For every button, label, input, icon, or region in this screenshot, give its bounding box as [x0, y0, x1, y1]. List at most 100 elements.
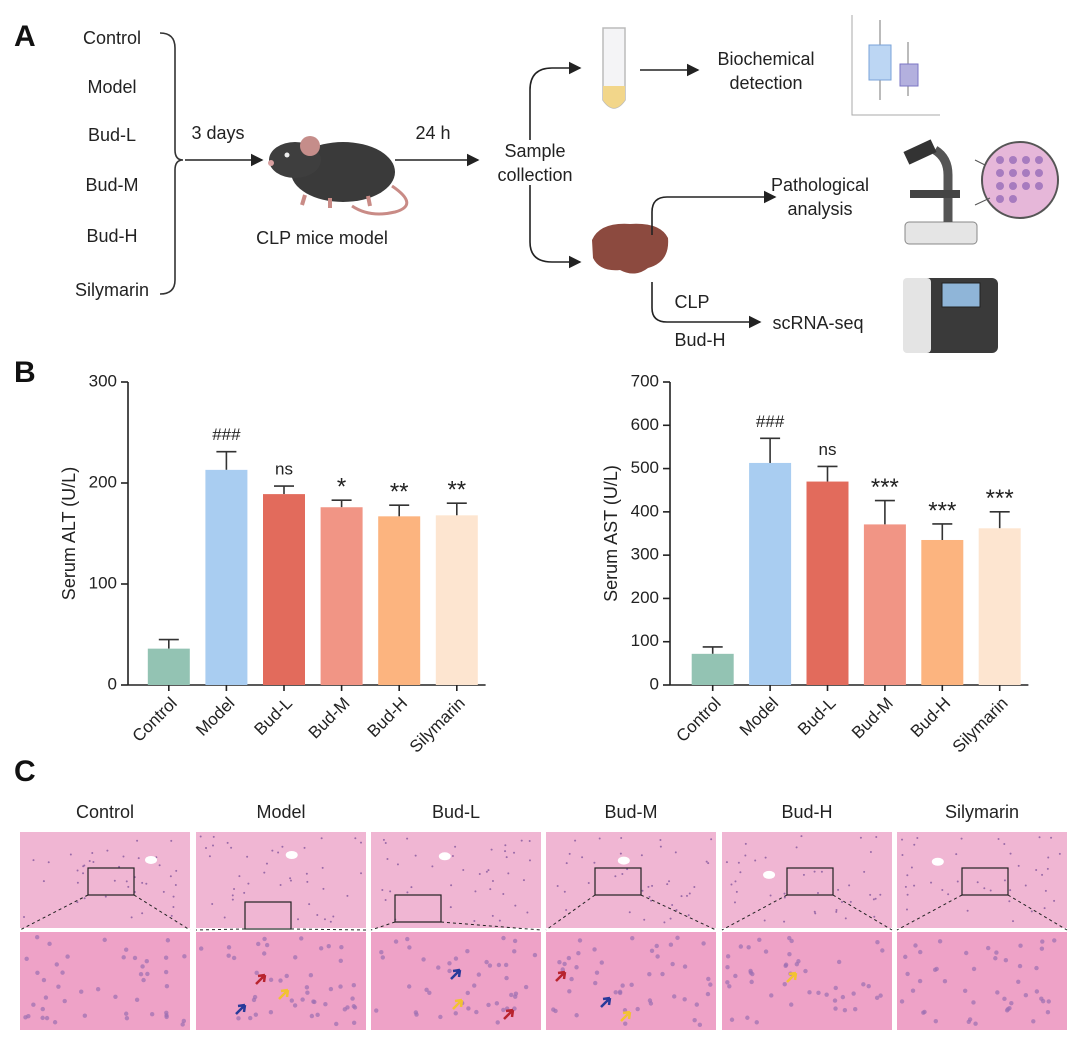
nucleus: [454, 845, 457, 848]
nucleus: [32, 859, 35, 862]
nucleus: [359, 841, 362, 844]
nucleus: [947, 893, 950, 896]
histology-arrow: [278, 988, 290, 1000]
nucleus: [389, 890, 392, 893]
zoom-box: [244, 901, 292, 930]
nucleus: [682, 964, 688, 969]
mouse-eye: [284, 152, 290, 158]
nucleus: [1047, 856, 1050, 859]
nucleus: [199, 946, 204, 951]
nucleus: [971, 1000, 976, 1005]
nucleus: [1041, 873, 1044, 876]
nucleus: [520, 839, 523, 842]
nucleus: [490, 848, 493, 851]
nucleus: [557, 960, 562, 965]
nucleus: [1018, 943, 1023, 948]
nucleus: [763, 919, 766, 922]
nucleus: [733, 901, 736, 904]
nucleus: [730, 883, 733, 886]
mini-box: [868, 44, 892, 81]
column-label: Bud-L: [432, 802, 480, 822]
nucleus: [504, 850, 507, 853]
significance-label: ***: [928, 497, 956, 524]
nucleus: [993, 956, 998, 961]
nucleus: [789, 938, 794, 944]
nucleus: [384, 898, 387, 901]
nucleus: [1030, 910, 1033, 913]
nucleus: [311, 999, 316, 1004]
nucleus: [406, 837, 409, 840]
nucleus: [522, 879, 525, 882]
seq-group-label: CLP: [674, 292, 710, 312]
nucleus: [960, 837, 963, 840]
nucleus: [739, 871, 742, 874]
zoom-cell: [1009, 169, 1017, 177]
nucleus: [474, 1009, 479, 1015]
error-bar: [331, 499, 352, 508]
nucleus: [487, 963, 493, 968]
column-label: Bud-H: [781, 802, 832, 822]
x-tick-label: Bud-H: [907, 694, 955, 742]
nucleus: [42, 880, 45, 883]
nucleus: [118, 865, 121, 868]
nucleus: [697, 1022, 703, 1028]
nucleus: [1017, 963, 1023, 969]
histology-high: [20, 932, 190, 1030]
nucleus: [449, 906, 452, 909]
nucleus: [733, 973, 738, 979]
y-tick-label: 100: [631, 631, 659, 650]
nucleus: [783, 920, 786, 923]
nucleus: [447, 968, 452, 974]
nucleus: [278, 978, 283, 983]
nucleus: [41, 977, 47, 983]
nucleus: [955, 853, 958, 856]
nucleus: [844, 917, 847, 920]
nucleus: [628, 911, 631, 914]
y-tick-label: 0: [108, 674, 117, 693]
zoom-guide: [370, 921, 542, 931]
histology-low: [196, 832, 366, 928]
nucleus: [1017, 864, 1020, 867]
nucleus: [577, 938, 583, 943]
nucleus: [82, 872, 85, 875]
nucleus: [326, 943, 331, 949]
nucleus: [1002, 996, 1007, 1002]
column-label: Control: [76, 802, 134, 822]
group-label: Bud-H: [86, 226, 138, 246]
nucleus: [309, 1013, 315, 1019]
nucleus: [710, 838, 713, 841]
histology-arrow: [555, 970, 567, 982]
nucleus: [725, 965, 730, 970]
nucleus: [687, 914, 690, 917]
nucleus: [40, 1006, 45, 1012]
nucleus: [899, 999, 905, 1004]
nucleus: [204, 846, 207, 849]
nucleus: [994, 950, 999, 955]
histology-low: [546, 832, 716, 928]
nucleus: [879, 893, 882, 896]
nucleus: [659, 839, 662, 842]
nucleus: [568, 852, 571, 855]
nucleus: [236, 1016, 241, 1021]
nucleus: [254, 970, 259, 976]
bar: [263, 494, 305, 685]
nucleus: [501, 935, 506, 941]
nucleus: [1003, 958, 1009, 963]
nucleus: [122, 855, 125, 858]
nucleus: [297, 918, 300, 921]
nucleus: [648, 895, 651, 898]
nucleus: [164, 1010, 169, 1016]
nucleus: [789, 1002, 794, 1007]
group-label: Model: [87, 77, 137, 97]
nucleus: [465, 990, 470, 996]
x-tick-label: Silymarin: [949, 694, 1012, 757]
nucleus: [1035, 869, 1038, 872]
nucleus: [1023, 993, 1029, 998]
nucleus: [144, 959, 149, 964]
nucleus: [853, 1006, 858, 1012]
group-label: Bud-L: [87, 125, 137, 145]
nucleus: [453, 1011, 458, 1016]
nucleus: [462, 869, 465, 872]
nucleus: [170, 839, 173, 842]
nucleus: [746, 945, 751, 950]
